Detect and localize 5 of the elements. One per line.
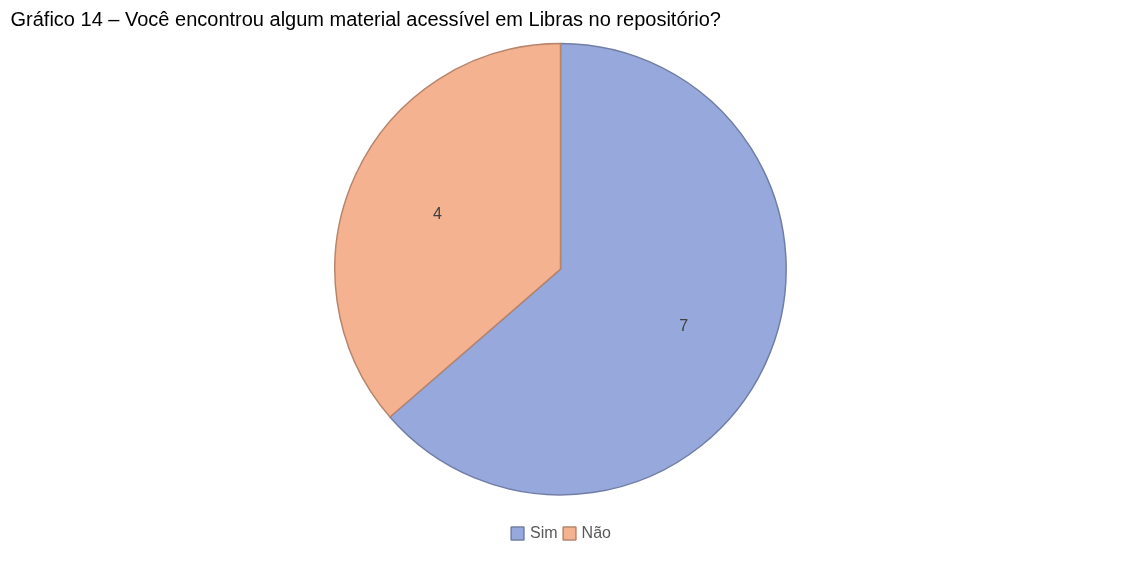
- legend-label: Sim: [530, 524, 558, 542]
- legend-label: Não: [581, 524, 611, 542]
- data-label: 4: [432, 204, 442, 222]
- chart-title: Gráfico 14 – Você encontrou algum material acessível em Libras no repositório?: [10, 7, 721, 30]
- data-label: 7: [679, 317, 689, 335]
